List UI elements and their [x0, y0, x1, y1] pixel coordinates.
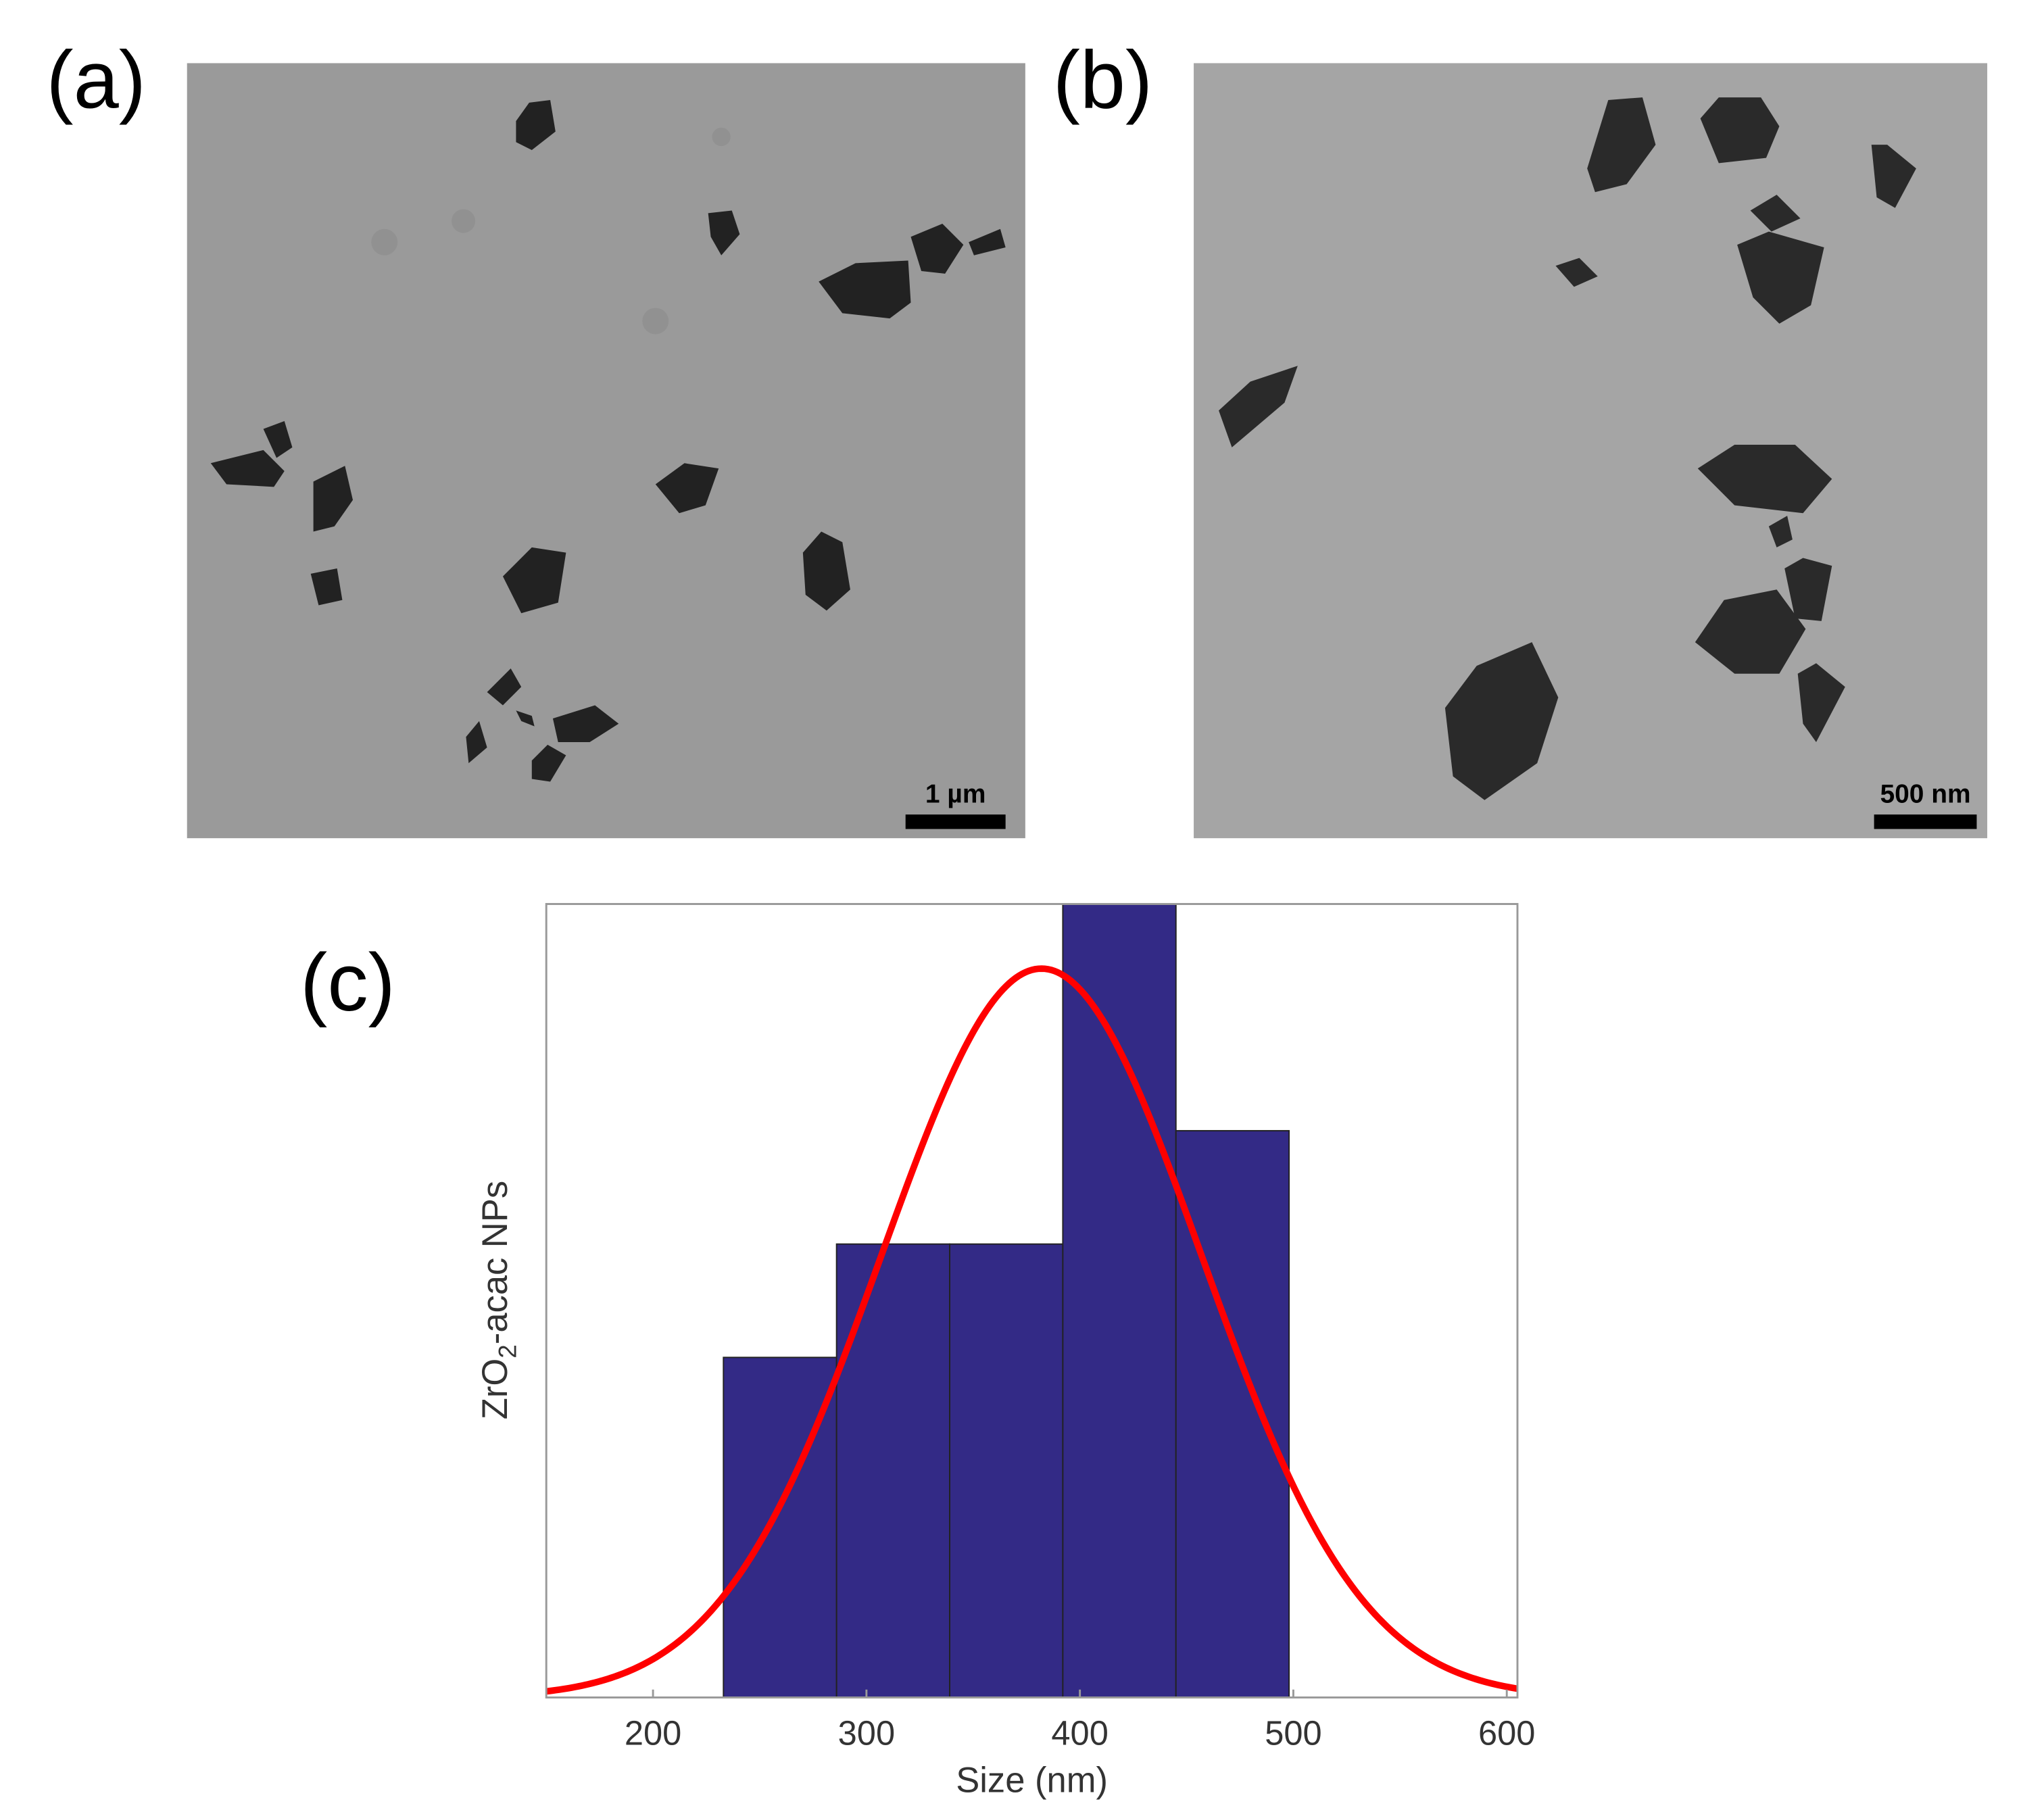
y-label-part: -acac NPs: [475, 1181, 515, 1344]
bar: [1062, 903, 1177, 1699]
bar: [723, 1357, 837, 1699]
bar: [835, 1243, 951, 1699]
x-tick-label: 200: [625, 1714, 681, 1753]
scale-bar-label: 1 µm: [925, 780, 986, 809]
bar: [949, 1243, 1064, 1699]
x-tick-label: 300: [838, 1714, 895, 1753]
tem-image-b: [1194, 63, 1988, 839]
scale-bar: [1874, 814, 1977, 829]
panel-label: (b): [1053, 34, 1153, 126]
panel-label: (a): [46, 34, 146, 126]
x-axis-label: Size (nm): [956, 1761, 1108, 1801]
y-label-part: ZrO: [475, 1359, 515, 1419]
panel-label: (c): [300, 937, 395, 1028]
particles: [210, 99, 1006, 782]
scale-bar: [905, 814, 1006, 829]
image-background: [187, 63, 1025, 839]
y-axis-label: ZrO2-acac NPs: [475, 1181, 522, 1419]
x-tick-label: 600: [1478, 1714, 1535, 1753]
plot-frame: [545, 903, 1519, 1699]
x-tick-label: 400: [1051, 1714, 1108, 1753]
bar: [1175, 1129, 1290, 1699]
y-label-subscript: 2: [493, 1344, 521, 1359]
image-background: [1194, 63, 1988, 839]
x-tick-label: 500: [1265, 1714, 1321, 1753]
tem-image-a: [187, 63, 1025, 839]
scale-bar-label: 500 nm: [1880, 780, 1970, 809]
particles: [1219, 97, 1916, 800]
fit-curve: [545, 965, 1518, 1695]
